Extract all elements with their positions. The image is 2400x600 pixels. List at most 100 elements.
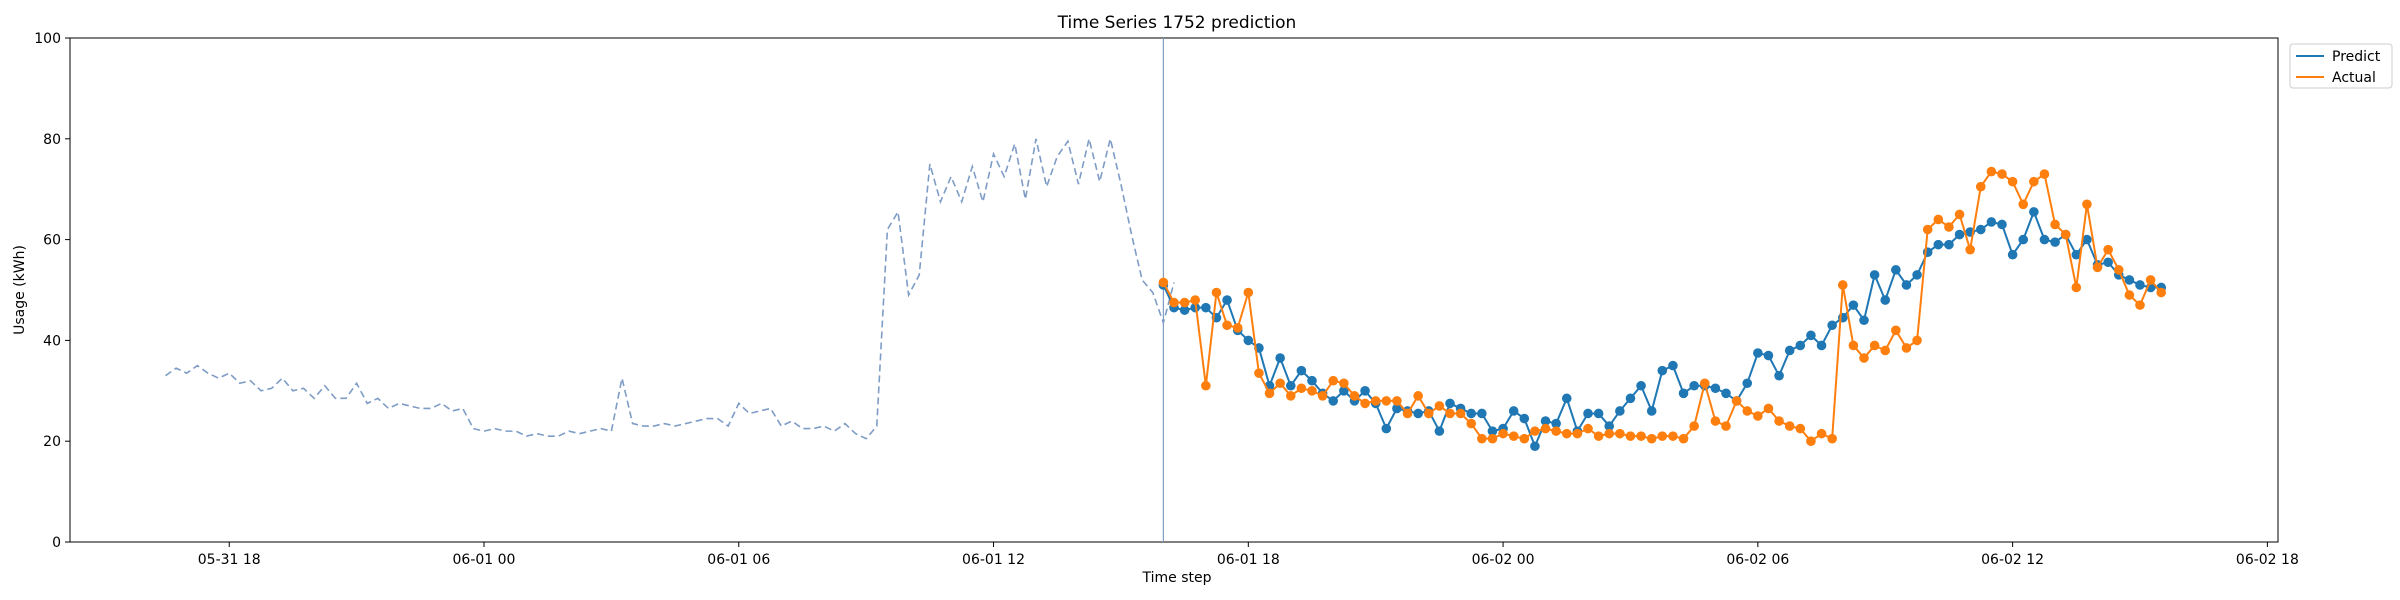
plot-area	[69, 37, 2279, 543]
actual-point	[1837, 280, 1848, 290]
predict-point	[1869, 270, 1880, 280]
predict-point	[1296, 365, 1307, 376]
actual-point	[1466, 418, 1477, 429]
actual-point	[1264, 388, 1275, 399]
predict-point	[1583, 408, 1593, 419]
actual-point	[2029, 176, 2039, 187]
actual-point	[1625, 431, 1636, 441]
predict-point	[2018, 234, 2029, 245]
predict-point	[1986, 217, 1997, 227]
chart-title: Time Series 1752 prediction	[1057, 13, 1297, 33]
actual-point	[1201, 380, 1211, 391]
predict-point	[1593, 408, 1604, 419]
predict-point	[1508, 406, 1519, 416]
actual-point	[1572, 428, 1583, 439]
actual-point	[1222, 320, 1232, 331]
y-axis: 0 20 40 60 80 100	[34, 31, 70, 551]
predict-point	[2029, 207, 2039, 217]
predict-point	[2124, 275, 2135, 285]
actual-point	[1869, 340, 1880, 351]
predict-point	[1339, 386, 1349, 396]
actual-point	[1413, 391, 1423, 401]
predict-point	[1912, 270, 1922, 280]
predict-point	[1561, 393, 1572, 404]
predict-point	[1381, 423, 1392, 434]
predict-point	[1795, 340, 1806, 351]
plot-lines	[165, 38, 2167, 542]
actual-point	[1381, 396, 1392, 406]
actual-point	[2145, 275, 2156, 285]
actual-point	[2018, 199, 2029, 210]
actual-point	[1615, 428, 1625, 439]
actual-point	[1636, 431, 1646, 441]
x-tick-label: 06-02 06	[1726, 552, 1789, 568]
predict-point	[1222, 295, 1232, 305]
predict-point	[1487, 426, 1498, 436]
actual-point	[1402, 408, 1413, 419]
predict-point	[1285, 380, 1296, 391]
y-tick-label: 0	[52, 535, 61, 551]
y-tick-label: 40	[43, 333, 61, 349]
predict-point	[1975, 224, 1986, 235]
predict-point	[1615, 406, 1625, 416]
actual-point	[1912, 335, 1922, 346]
actual-point	[2007, 176, 2018, 187]
predict-point	[1668, 360, 1678, 371]
predict-point	[1243, 335, 1254, 346]
actual-point	[1423, 408, 1434, 419]
actual-point	[1753, 411, 1763, 421]
actual-point	[1551, 426, 1561, 436]
predict-point	[1827, 320, 1837, 331]
actual-point	[1721, 421, 1731, 431]
predict-point	[1774, 370, 1784, 381]
actual-point	[1774, 416, 1784, 426]
actual-point	[1689, 421, 1699, 431]
actual-point	[1965, 244, 1975, 255]
actual-point	[1975, 181, 1986, 192]
predict-point	[1604, 421, 1615, 431]
actual-point	[1243, 287, 1254, 298]
predict-point	[1933, 239, 1944, 250]
predict-point	[1689, 380, 1699, 391]
x-tick-label: 06-02 18	[2236, 552, 2299, 568]
predict-point	[1753, 348, 1763, 358]
actual-point	[1710, 416, 1721, 426]
actual-point	[1795, 423, 1806, 434]
x-tick-label: 06-01 18	[1217, 552, 1280, 568]
actual-point	[1307, 386, 1317, 396]
actual-point	[1498, 428, 1508, 439]
actual-point	[1158, 277, 1169, 288]
actual-point	[1487, 433, 1498, 444]
y-tick-label: 60	[43, 233, 61, 249]
actual-point	[1275, 378, 1285, 389]
actual-point	[2156, 287, 2167, 298]
predict-point	[2050, 237, 2060, 247]
actual-point	[1657, 431, 1668, 441]
predict-point	[1806, 330, 1816, 341]
predict-point	[1434, 426, 1445, 436]
predict-point	[1859, 315, 1869, 326]
actual-point	[1190, 295, 1201, 305]
predict-point	[1901, 280, 1912, 290]
actual-point	[2082, 199, 2092, 210]
actual-point	[1317, 391, 1328, 401]
actual-point	[2113, 265, 2124, 275]
x-tick-label: 06-01 12	[962, 552, 1025, 568]
predict-point	[1784, 345, 1795, 356]
actual-point	[1668, 431, 1678, 441]
actual-point	[1880, 345, 1891, 356]
predict-point	[1742, 378, 1753, 389]
predict-point	[1891, 265, 1901, 275]
x-axis: 05-31 18 06-01 00 06-01 06 06-01 12 06-01 18…	[198, 542, 2299, 568]
predict-point	[1413, 408, 1423, 419]
x-tick-label: 06-01 06	[707, 552, 770, 568]
predict-point	[1997, 219, 2007, 230]
actual-point	[1434, 401, 1445, 411]
actual-point	[1530, 426, 1540, 436]
predict-point	[1445, 398, 1455, 409]
x-tick-label: 06-02 00	[1472, 552, 1535, 568]
predict-point	[2135, 280, 2145, 290]
actual-point	[2071, 282, 2082, 293]
predict-point	[1551, 418, 1561, 429]
